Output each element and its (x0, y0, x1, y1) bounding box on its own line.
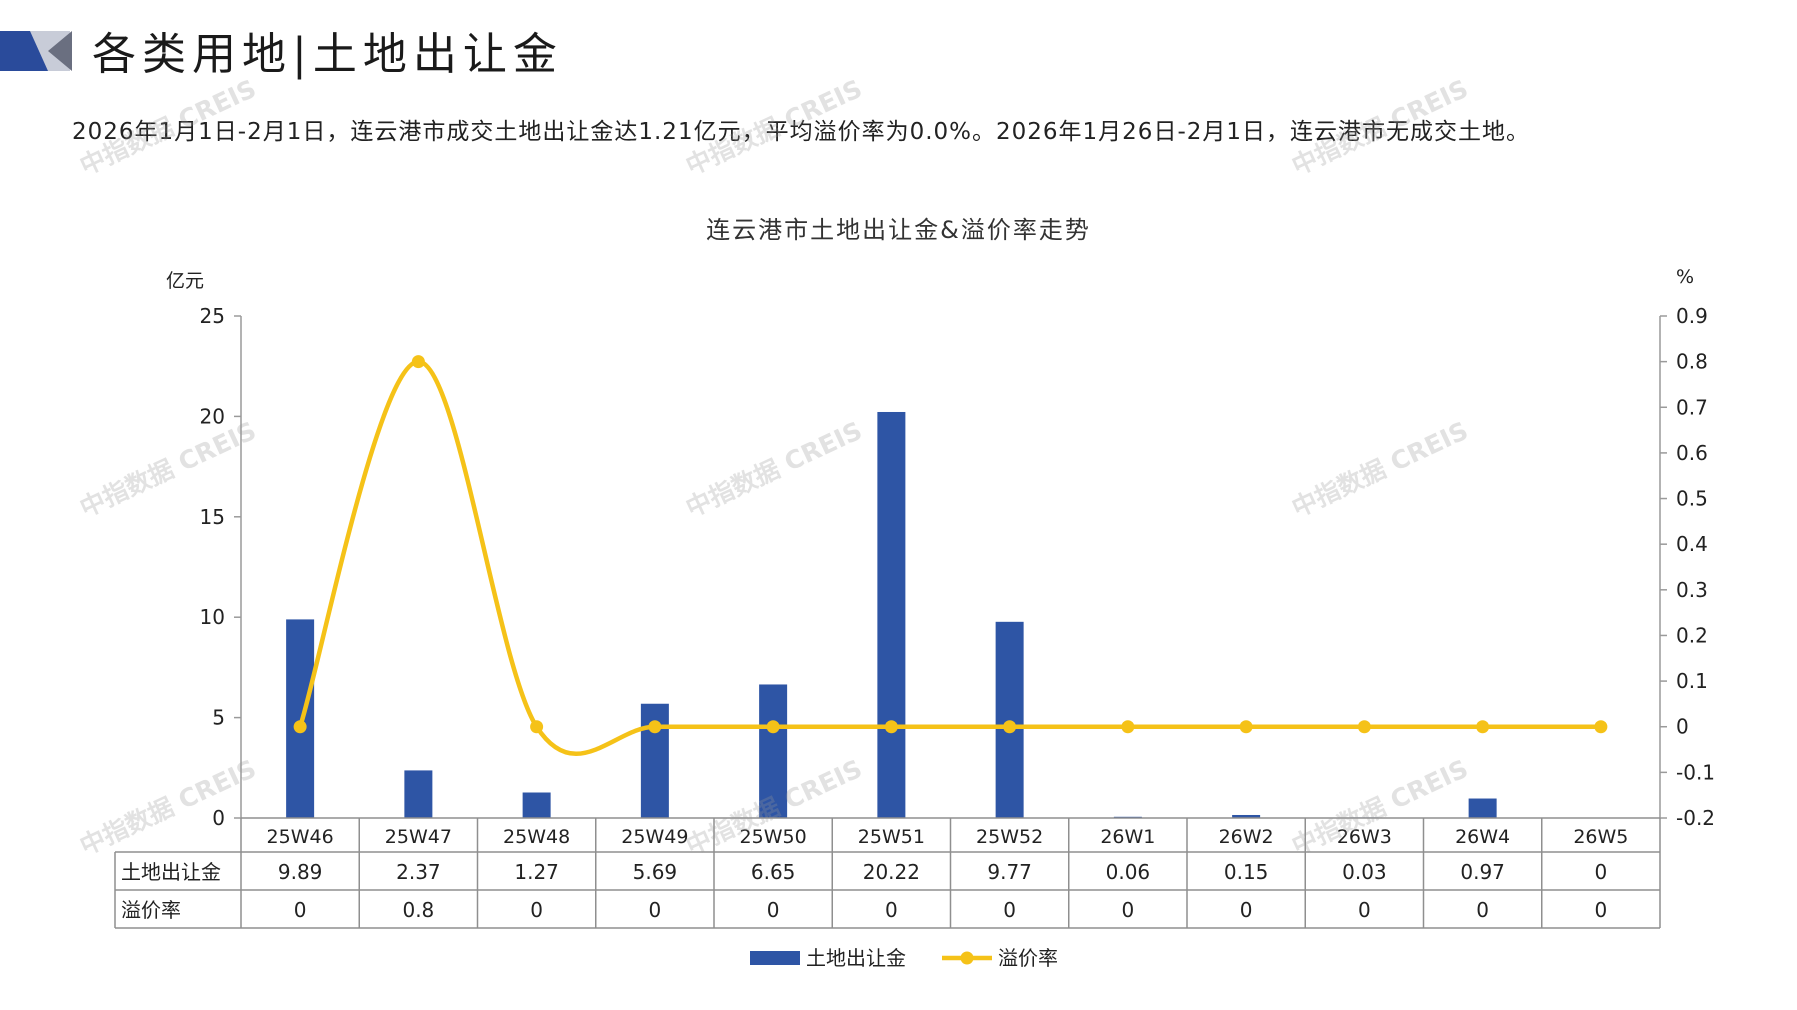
category-label: 26W5 (1573, 826, 1628, 848)
line-point (411, 355, 425, 369)
right-tick-label: 0.3 (1676, 578, 1708, 602)
bar-value-label: 9.89 (278, 860, 323, 884)
line-value-label: 0 (1240, 898, 1253, 922)
bar-value-label: 5.69 (633, 860, 678, 884)
category-label: 25W48 (503, 826, 570, 848)
bar (404, 770, 433, 818)
line-value-label: 0 (1003, 898, 1016, 922)
right-axis-unit: % (1676, 266, 1695, 288)
line-value-label: 0 (767, 898, 780, 922)
summary-text: 2026年1月1日-2月1日，连云港市成交土地出让金达1.21亿元，平均溢价率为… (72, 119, 1531, 145)
category-label: 25W49 (621, 826, 688, 848)
line-value-label: 0.8 (402, 898, 434, 922)
logo-mid-shape (48, 31, 72, 71)
bar (759, 684, 788, 818)
line-value-label: 0 (1122, 898, 1135, 922)
line-point (1476, 720, 1490, 734)
legend-bar-swatch (750, 951, 800, 965)
right-tick-label: 0.9 (1676, 304, 1708, 328)
line-point (530, 720, 544, 734)
left-tick-label: 0 (212, 806, 225, 830)
line-point (1239, 720, 1253, 734)
line-value-label: 0 (885, 898, 898, 922)
bar-value-label: 0.15 (1224, 860, 1269, 884)
left-tick-label: 15 (200, 505, 225, 529)
right-tick-label: 0.5 (1676, 487, 1708, 511)
line-point (766, 720, 780, 734)
left-tick-label: 10 (200, 605, 225, 629)
line-point (1121, 720, 1135, 734)
line-value-label: 0 (1476, 898, 1489, 922)
left-axis-unit: 亿元 (166, 270, 205, 292)
right-tick-label: 0.7 (1676, 395, 1708, 419)
chart-title: 连云港市土地出让金&溢价率走势 (706, 216, 1091, 244)
line-value-label: 0 (1358, 898, 1371, 922)
bar-value-label: 2.37 (396, 860, 441, 884)
bar-value-label: 20.22 (863, 860, 920, 884)
right-tick-label: 0.1 (1676, 669, 1708, 693)
legend-bar-label: 土地出让金 (806, 946, 906, 970)
bar-value-label: 1.27 (514, 860, 559, 884)
category-label: 26W4 (1455, 826, 1510, 848)
category-label: 26W2 (1219, 826, 1274, 848)
table-row-label-bar: 土地出让金 (121, 860, 221, 884)
line-value-label: 0 (649, 898, 662, 922)
table-row-label-line: 溢价率 (121, 898, 181, 922)
legend-line-label: 溢价率 (998, 946, 1058, 970)
bar (1232, 814, 1261, 818)
bar (286, 619, 315, 818)
right-tick-label: -0.1 (1676, 760, 1715, 784)
line-series-path (297, 359, 1601, 756)
right-tick-label: 0 (1676, 715, 1689, 739)
category-label: 25W52 (976, 826, 1043, 848)
line-point (293, 720, 307, 734)
category-label: 26W3 (1337, 826, 1392, 848)
line-point (648, 720, 662, 734)
bar (877, 411, 906, 818)
category-label: 25W46 (267, 826, 334, 848)
line-value-label: 0 (294, 898, 307, 922)
category-label: 26W1 (1100, 826, 1155, 848)
line-point (1594, 720, 1608, 734)
left-tick-label: 25 (200, 304, 225, 328)
category-label: 25W47 (385, 826, 452, 848)
bar-value-label: 0.97 (1460, 860, 1505, 884)
right-tick-label: 0.6 (1676, 441, 1708, 465)
line-value-label: 0 (1595, 898, 1608, 922)
logo-dark-shape (0, 31, 48, 71)
left-tick-label: 20 (200, 404, 225, 428)
line-point (1357, 720, 1371, 734)
right-tick-label: 0.2 (1676, 623, 1708, 647)
right-tick-label: -0.2 (1676, 806, 1715, 830)
line-point (884, 720, 898, 734)
bar-value-label: 9.77 (987, 860, 1032, 884)
legend-line-marker (960, 951, 974, 965)
left-tick-label: 5 (212, 706, 225, 730)
bar-value-label: 0 (1595, 860, 1608, 884)
brand-logo (0, 31, 72, 71)
right-tick-label: 0.4 (1676, 532, 1708, 556)
bar-value-label: 0.06 (1106, 860, 1151, 884)
right-tick-label: 0.8 (1676, 350, 1708, 374)
page-title: 各类用地|土地出让金 (92, 29, 563, 80)
bar (1468, 798, 1497, 818)
bar (522, 792, 551, 818)
bar-value-label: 0.03 (1342, 860, 1387, 884)
line-point (1003, 720, 1017, 734)
category-label: 25W51 (858, 826, 925, 848)
bar (995, 621, 1024, 818)
category-label: 25W50 (740, 826, 807, 848)
line-value-label: 0 (530, 898, 543, 922)
bar-value-label: 6.65 (751, 860, 796, 884)
